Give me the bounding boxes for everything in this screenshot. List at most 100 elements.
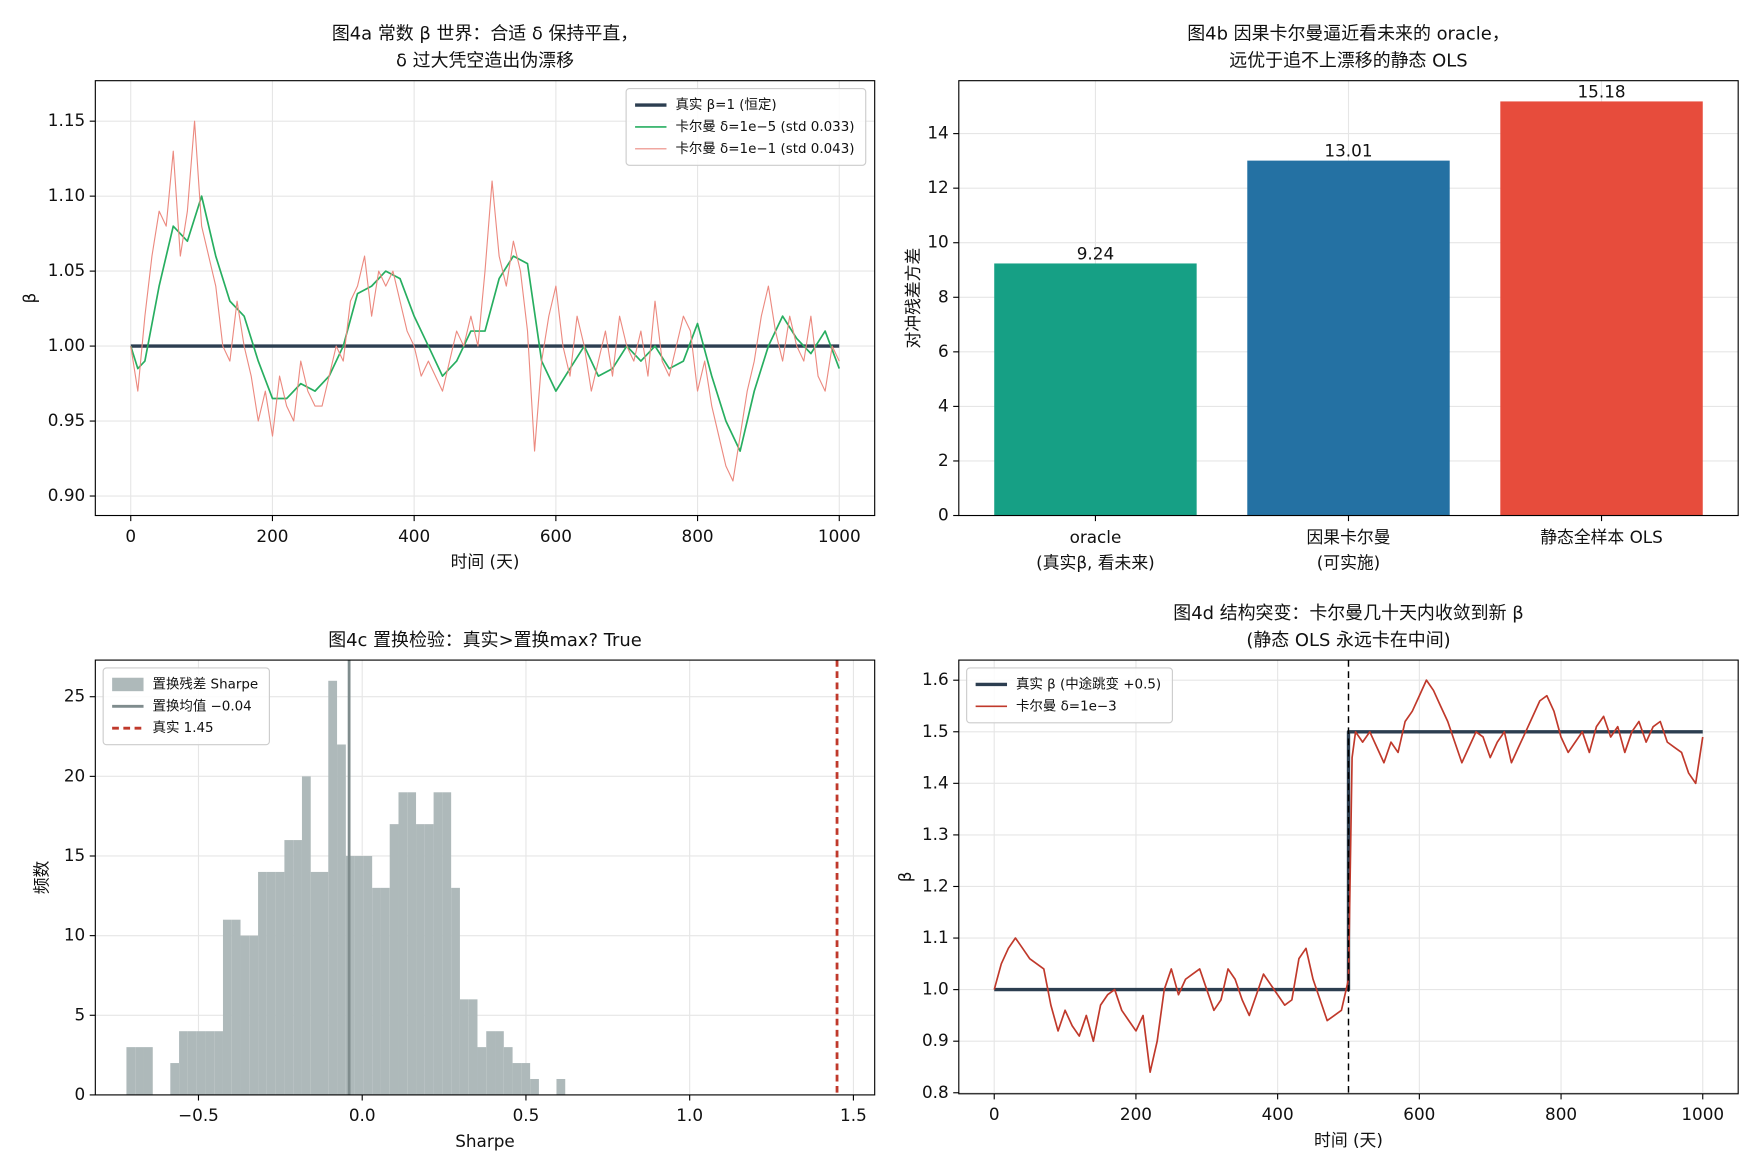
y-tick-label: 0 [75, 1084, 86, 1104]
x-tick-label: 1.5 [840, 1105, 867, 1125]
histogram-bar [407, 792, 417, 1095]
histogram-bar [477, 1047, 487, 1095]
y-tick-label: 1.3 [922, 824, 949, 844]
x-tick-label: 0 [125, 526, 136, 546]
histogram-bar [416, 824, 425, 1095]
histogram-bar [143, 1047, 153, 1095]
y-tick-label: 12 [927, 177, 948, 197]
y-axis-label: β [19, 293, 39, 304]
y-axis-label: β [895, 872, 915, 883]
histogram-bar [135, 1047, 144, 1095]
histogram-bar [389, 824, 399, 1095]
legend-label: 真实 β=1 (恒定) [675, 97, 776, 113]
y-tick-label: 0.90 [48, 485, 85, 505]
chart-title: 图4b 因果卡尔曼逼近看未来的 oracle， [1187, 24, 1509, 45]
y-tick-label: 10 [927, 232, 948, 252]
histogram-bar [424, 824, 434, 1095]
histogram-bar [398, 792, 408, 1095]
histogram-bar [486, 1031, 496, 1095]
x-tick-label: oracle [1070, 527, 1122, 547]
x-tick-label: 因果卡尔曼 [1306, 527, 1390, 547]
x-tick-label: 1.0 [676, 1105, 703, 1125]
value-label: 9.24 [1077, 243, 1114, 263]
x-axis-label: Sharpe [455, 1131, 515, 1151]
y-tick-label: 0.8 [922, 1082, 949, 1102]
histogram-bar [354, 855, 364, 1095]
plot-frame [958, 659, 1739, 1095]
x-tick-label: 600 [1403, 1104, 1435, 1124]
x-tick-label: (真实β, 看未来) [1036, 553, 1155, 573]
histogram-bar [310, 871, 320, 1095]
y-tick-label: 5 [75, 1004, 86, 1024]
legend-label: 置换均值 −0.04 [153, 698, 252, 714]
legend-label: 卡尔曼 δ=1e−1 (std 0.043) [675, 141, 854, 157]
y-tick-label: 14 [927, 123, 948, 143]
chart-title: (静态 OLS 永远卡在中间) [1246, 630, 1450, 651]
histogram-bar [521, 1063, 531, 1095]
histogram-bar [337, 744, 346, 1095]
histogram-bar [258, 871, 267, 1095]
y-tick-label: 1.2 [922, 875, 949, 895]
histogram-bar [231, 919, 241, 1095]
y-tick-label: 20 [64, 765, 85, 785]
histogram-bar [328, 680, 338, 1095]
chart-title: 远优于追不上漂移的静态 OLS [1229, 51, 1467, 72]
legend-box [966, 667, 1173, 724]
plot-frame [94, 80, 876, 517]
legend-box [625, 87, 867, 166]
y-axis-label: 频数 [32, 861, 52, 895]
line-series [129, 195, 841, 452]
y-tick-label: 1.4 [922, 772, 949, 792]
y-tick-label: 15 [64, 845, 85, 865]
chart-title: 图4c 置换检验：真实>置换max? True [328, 630, 642, 651]
histogram-bar [503, 1047, 513, 1095]
histogram-bar [179, 1031, 188, 1095]
histogram-bar [512, 1063, 522, 1095]
y-tick-label: 1.1 [922, 927, 949, 947]
x-tick-label: 600 [540, 526, 572, 546]
histogram-bar [319, 871, 329, 1095]
plot-frame [958, 80, 1739, 517]
histogram-bar [214, 1031, 223, 1095]
chart-title: δ 过大凭空造出伪漂移 [396, 51, 574, 72]
bar [1500, 101, 1703, 516]
x-tick-label: 200 [256, 526, 288, 546]
histogram-bar [530, 1078, 539, 1095]
x-tick-label: 400 [398, 526, 430, 546]
x-tick-label: 静态全样本 OLS [1540, 527, 1663, 547]
x-tick-label: 0 [989, 1104, 1000, 1124]
x-tick-label: 400 [1262, 1104, 1294, 1124]
x-axis-label: 时间 (天) [451, 552, 520, 572]
x-tick-label: 1000 [1681, 1104, 1724, 1124]
bar [994, 263, 1197, 516]
y-tick-label: 1.6 [922, 669, 949, 689]
histogram-bar [380, 887, 390, 1095]
chart-title: 图4d 结构突变：卡尔曼几十天内收敛到新 β [1173, 603, 1523, 624]
y-tick-label: 1.00 [48, 335, 85, 355]
histogram-bar [442, 792, 452, 1095]
histogram-bar [196, 1031, 206, 1095]
line-series [993, 679, 1704, 1074]
histogram-bar [240, 935, 250, 1095]
y-tick-label: 0.95 [48, 410, 85, 430]
y-tick-label: 10 [64, 925, 85, 945]
value-label: 13.01 [1324, 141, 1372, 161]
histogram-bar [468, 999, 478, 1095]
y-tick-label: 1.15 [48, 110, 85, 130]
y-tick-label: 1.05 [48, 260, 85, 280]
y-axis-label: 对冲残差方差 [903, 248, 923, 349]
y-tick-label: 1.5 [922, 721, 949, 741]
chart-title: 图4a 常数 β 世界：合适 δ 保持平直， [332, 24, 638, 45]
histogram-bar [372, 887, 381, 1095]
legend-label: 卡尔曼 δ=1e−3 [1016, 698, 1117, 714]
histogram-bar [187, 1031, 197, 1095]
plot-frame [94, 659, 876, 1096]
x-tick-label: 800 [1545, 1104, 1577, 1124]
x-tick-label: 1000 [818, 526, 861, 546]
value-label: 15.18 [1577, 81, 1625, 101]
legend-swatch [112, 677, 144, 692]
y-tick-label: 4 [938, 395, 949, 415]
x-tick-label: 200 [1120, 1104, 1152, 1124]
histogram-bar [556, 1078, 566, 1095]
